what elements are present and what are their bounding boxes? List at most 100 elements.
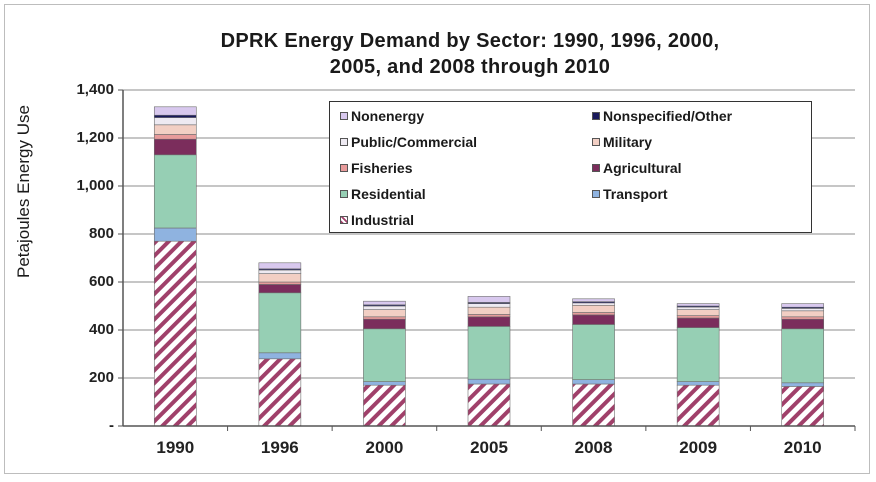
legend-label: Public/Commercial [351, 134, 478, 150]
legend-swatch [340, 190, 348, 198]
y-tick-label: - [109, 417, 114, 434]
legend-item-fisheries: Fisheries [340, 160, 412, 176]
bar-segment-fisheries-1996 [258, 281, 302, 285]
chart-title-line-1: DPRK Energy Demand by Sector: 1990, 1996… [220, 30, 720, 52]
bar-segment-industrial-2008 [572, 383, 615, 427]
y-tick-label: 800 [88, 225, 114, 242]
bar-segment-transport-2000 [363, 381, 406, 386]
bar-segment-agricultural-1990 [153, 138, 197, 156]
bars [153, 106, 825, 427]
legend-label: Military [603, 134, 653, 150]
legend-item-transport: Transport [592, 186, 668, 202]
bar-segment-residential-2008 [572, 324, 615, 380]
bar-segment-residential-2000 [363, 328, 406, 382]
bar-segment-military-2005 [467, 306, 511, 315]
axes [118, 89, 856, 431]
x-tick-label: 2009 [679, 438, 718, 457]
bar-segment-agricultural-2008 [572, 314, 615, 325]
bar-segment-nonenergy-1996 [258, 262, 302, 270]
bar-segment-transport-2010 [781, 382, 825, 387]
bar-segment-public-commercial-2009 [676, 306, 720, 310]
legend-label: Nonenergy [351, 108, 425, 124]
bar-segment-public-commercial-2008 [572, 302, 615, 306]
bar-segment-fisheries-1990 [153, 134, 197, 140]
legend-label: Fisheries [351, 160, 413, 176]
legend-label: Residential [351, 186, 426, 202]
bar-segment-industrial-2009 [676, 384, 720, 427]
bar-segment-nonenergy-2008 [572, 298, 615, 302]
legend-label: Nonspecified/Other [603, 108, 733, 124]
bar-segment-military-1990 [153, 124, 197, 135]
legend-swatch [340, 138, 348, 146]
bar-segment-nonenergy-2000 [363, 300, 406, 306]
bar-segment-agricultural-2000 [363, 318, 406, 330]
legend-swatch [340, 112, 348, 120]
x-tick-label: 2010 [783, 438, 822, 457]
x-tick-label: 2000 [365, 438, 404, 457]
legend-item-industrial: Industrial [340, 212, 414, 228]
bar-segment-public-commercial-2000 [363, 305, 406, 310]
legend-item-military: Military [592, 134, 652, 150]
legend-item-agricultural: Agricultural [592, 160, 682, 176]
bar-segment-nonenergy-2005 [467, 296, 511, 303]
legend-item-residential: Residential [340, 186, 426, 202]
legend-label: Transport [603, 186, 668, 202]
legend-swatch [592, 138, 600, 146]
bar-segment-fisheries-2009 [676, 315, 720, 319]
bar-segment-fisheries-2000 [363, 316, 406, 320]
bar-segment-military-2000 [363, 309, 406, 318]
legend-item-nonenergy: Nonenergy [340, 108, 424, 124]
legend-item-public-commercial: Public/Commercial [340, 134, 477, 150]
bar-segment-military-1996 [258, 273, 302, 283]
bar-segment-agricultural-1996 [258, 284, 302, 294]
legend: Nonenergy Nonspecified/Other Public/Commer… [329, 101, 812, 233]
bar-segment-public-commercial-1996 [258, 269, 302, 274]
legend-swatch [340, 164, 348, 172]
y-tick-label: 200 [88, 369, 114, 386]
legend-swatch [340, 216, 348, 224]
bar-segment-transport-2005 [467, 378, 511, 385]
bar-segment-public-commercial-1990 [153, 117, 197, 126]
bar-segment-residential-2009 [676, 327, 720, 382]
bar-segment-fisheries-2010 [781, 316, 825, 320]
bar-segment-agricultural-2009 [676, 317, 720, 328]
bar-segment-residential-1996 [258, 292, 302, 354]
bar-segment-residential-2010 [781, 328, 825, 384]
y-tick-label: 600 [88, 273, 114, 290]
y-tick-label: 1,000 [76, 177, 114, 194]
bar-segment-transport-2008 [572, 379, 615, 385]
bar-segment-nonenergy-1990 [153, 106, 197, 116]
legend-swatch [592, 190, 600, 198]
bar-segment-fisheries-2008 [572, 312, 615, 316]
y-tick-label: 1,200 [76, 129, 114, 146]
bar-segment-agricultural-2005 [467, 316, 511, 327]
bar-segment-industrial-2000 [363, 384, 406, 427]
legend-swatch [592, 164, 600, 172]
bar-segment-agricultural-2010 [781, 318, 825, 330]
x-tick-label: 1990 [156, 438, 195, 457]
bar-segment-military-2009 [676, 309, 720, 316]
bar-segment-industrial-2005 [467, 383, 511, 427]
bar-segment-nonspecified-other-1990 [153, 114, 197, 118]
bar-segment-industrial-1996 [258, 358, 302, 427]
bar-segment-military-2010 [781, 310, 825, 318]
bar-segment-residential-1990 [153, 154, 197, 229]
bar-segment-public-commercial-2010 [781, 308, 825, 312]
y-tick-label: 400 [88, 321, 114, 338]
bar-segment-transport-1990 [153, 227, 197, 242]
chart-title-line-2: 2005, and 2008 through 2010 [329, 56, 611, 78]
y-tick-label: 1,400 [76, 81, 114, 98]
legend-label: Agricultural [603, 160, 682, 176]
bar-segment-fisheries-2005 [467, 314, 511, 318]
legend-label: Industrial [351, 212, 415, 228]
x-tick-label: 2008 [574, 438, 613, 457]
bar-segment-residential-2005 [467, 326, 511, 380]
bar-segment-nonenergy-2010 [781, 303, 825, 308]
chart-frame [4, 4, 870, 474]
legend-item-nonspecified-other: Nonspecified/Other [592, 108, 732, 124]
bar-segment-transport-1996 [258, 352, 302, 360]
bar-segment-industrial-1990 [153, 240, 197, 427]
x-tick-label: 1996 [260, 438, 299, 457]
bar-segment-industrial-2010 [781, 386, 825, 427]
